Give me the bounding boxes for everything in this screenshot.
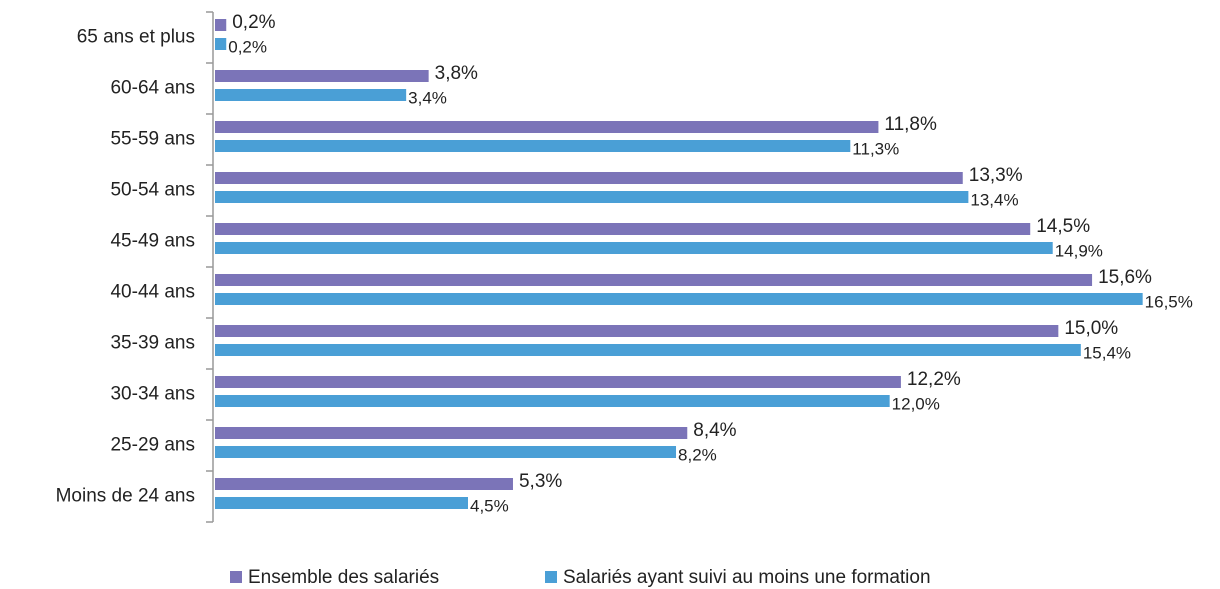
value-label: 11,3%	[852, 139, 899, 158]
value-label: 13,3%	[969, 165, 1023, 186]
bar	[215, 38, 227, 50]
value-label: 8,4%	[693, 420, 736, 441]
category-label: 55-59 ans	[110, 129, 195, 150]
bar	[215, 242, 1053, 254]
value-label: 3,8%	[435, 63, 478, 84]
value-label: 15,4%	[1083, 343, 1131, 362]
value-label: 5,3%	[519, 471, 562, 492]
category-label: 45-49 ans	[110, 231, 195, 252]
bar	[215, 376, 901, 388]
bar	[215, 497, 468, 509]
category-label: 25-29 ans	[110, 435, 195, 456]
bar	[215, 223, 1031, 235]
legend-swatch	[545, 571, 557, 583]
bar	[215, 395, 890, 407]
bar	[215, 172, 963, 184]
value-label: 15,0%	[1064, 318, 1118, 339]
bar	[215, 293, 1143, 305]
category-label: 35-39 ans	[110, 333, 195, 354]
bar	[215, 446, 677, 458]
legend-swatch	[230, 571, 242, 583]
value-label: 14,5%	[1036, 216, 1090, 237]
value-label: 16,5%	[1145, 292, 1193, 311]
legend-label: Ensemble des salariés	[248, 567, 439, 588]
value-label: 12,0%	[892, 394, 940, 413]
bar	[215, 121, 879, 133]
value-label: 12,2%	[907, 369, 961, 390]
value-label: 11,8%	[884, 114, 937, 135]
bar	[215, 325, 1059, 337]
category-label: Moins de 24 ans	[56, 486, 195, 507]
value-label: 15,6%	[1098, 267, 1152, 288]
bar	[215, 140, 851, 152]
value-label: 13,4%	[970, 190, 1018, 209]
bar	[215, 89, 407, 101]
legend-label: Salariés ayant suivi au moins une format…	[563, 567, 931, 588]
value-label: 14,9%	[1055, 241, 1103, 260]
value-label: 8,2%	[678, 445, 717, 464]
bar	[215, 191, 969, 203]
bar	[215, 70, 429, 82]
bar	[215, 478, 513, 490]
value-label: 4,5%	[470, 496, 509, 515]
value-label: 0,2%	[228, 37, 267, 56]
category-label: 30-34 ans	[110, 384, 195, 405]
category-label: 40-44 ans	[110, 282, 195, 303]
bar	[215, 274, 1093, 286]
category-label: 60-64 ans	[110, 78, 195, 99]
bar	[215, 427, 688, 439]
value-label: 3,4%	[408, 88, 447, 107]
category-label: 50-54 ans	[110, 180, 195, 201]
value-label: 0,2%	[232, 12, 275, 33]
bar	[215, 19, 227, 31]
bar	[215, 344, 1081, 356]
category-label: 65 ans et plus	[77, 27, 195, 48]
